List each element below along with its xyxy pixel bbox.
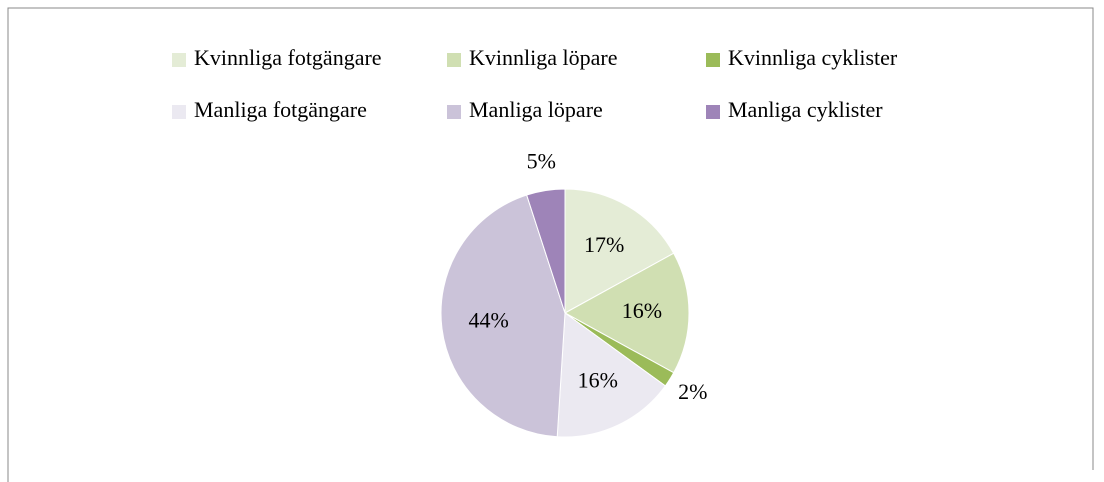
legend-label: Manliga fotgängare	[194, 97, 367, 122]
legend-label: Manliga löpare	[469, 97, 603, 122]
data-label: 17%	[584, 232, 624, 257]
pie-slice	[556, 312, 667, 438]
data-label: 16%	[578, 368, 618, 393]
pie-slice	[440, 194, 566, 438]
data-label: 5%	[527, 149, 556, 174]
data-label: 2%	[678, 379, 707, 404]
data-label: 16%	[622, 298, 662, 323]
legend-swatch	[706, 105, 720, 119]
data-label: 44%	[469, 308, 509, 333]
legend-label: Kvinnliga löpare	[469, 45, 617, 70]
chart-frame	[7, 7, 1094, 482]
legend-swatch	[447, 53, 461, 67]
legend-label: Kvinnliga fotgängare	[194, 45, 382, 70]
legend-swatch	[172, 53, 186, 67]
legend-swatch	[172, 105, 186, 119]
pie-slice	[563, 252, 690, 374]
legend-label: Manliga cyklister	[728, 97, 883, 122]
pie-slice	[526, 188, 566, 314]
legend-swatch	[706, 53, 720, 67]
pie-slice	[564, 188, 675, 314]
legend-swatch	[447, 105, 461, 119]
legend-label: Kvinnliga cyklister	[728, 45, 898, 70]
